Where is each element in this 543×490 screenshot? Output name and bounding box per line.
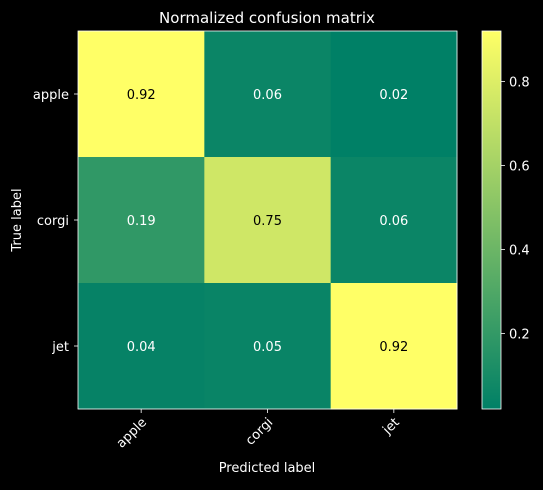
cell-value-label: 0.19 xyxy=(127,214,156,229)
y-tick-label: corgi xyxy=(37,214,69,229)
y-tick-label: apple xyxy=(33,88,69,103)
y-tick-label: jet xyxy=(51,340,69,355)
colorbar-tick-label: 0.8 xyxy=(509,75,530,90)
colorbar-gradient xyxy=(481,30,502,410)
heatmap-cell xyxy=(330,157,458,284)
heatmap-cell xyxy=(78,157,205,284)
x-tick-label: corgi xyxy=(243,415,276,448)
heatmap-cell xyxy=(78,31,205,158)
cell-value-label: 0.75 xyxy=(253,214,282,229)
cell-value-label: 0.92 xyxy=(379,340,408,355)
cell-value-label: 0.06 xyxy=(253,88,282,103)
y-axis-label: True label xyxy=(10,188,25,252)
colorbar: 0.2 0.4 0.6 0.8 xyxy=(481,30,530,410)
x-tick-label: apple xyxy=(114,415,150,451)
heatmap-cells xyxy=(78,31,458,410)
cell-value-label: 0.02 xyxy=(379,88,408,103)
cell-value-label: 0.05 xyxy=(253,340,282,355)
colorbar-tick-label: 0.4 xyxy=(509,243,530,258)
colorbar-tick-label: 0.6 xyxy=(509,159,530,174)
x-axis-ticks: apple corgi jet xyxy=(114,409,403,451)
heatmap-cell xyxy=(78,283,205,410)
heatmap-cell xyxy=(330,31,458,158)
heatmap-cell-labels: 0.92 0.06 0.02 0.19 0.75 0.06 0.04 0.05 0.92 xyxy=(127,88,409,355)
x-tick-label: jet xyxy=(380,415,403,438)
y-axis-ticks: apple corgi jet xyxy=(33,88,78,355)
heatmap-cell xyxy=(204,157,332,284)
chart-title: Normalized confusion matrix xyxy=(159,9,375,27)
heatmap-cell xyxy=(330,283,458,410)
heatmap-cell xyxy=(204,283,332,410)
cell-value-label: 0.04 xyxy=(127,340,156,355)
cell-value-label: 0.06 xyxy=(379,214,408,229)
colorbar-ticks: 0.2 0.4 0.6 0.8 xyxy=(501,75,530,342)
heatmap-cell xyxy=(204,31,332,158)
x-axis-label: Predicted label xyxy=(219,461,316,476)
colorbar-tick-label: 0.2 xyxy=(509,327,530,342)
cell-value-label: 0.92 xyxy=(127,88,156,103)
